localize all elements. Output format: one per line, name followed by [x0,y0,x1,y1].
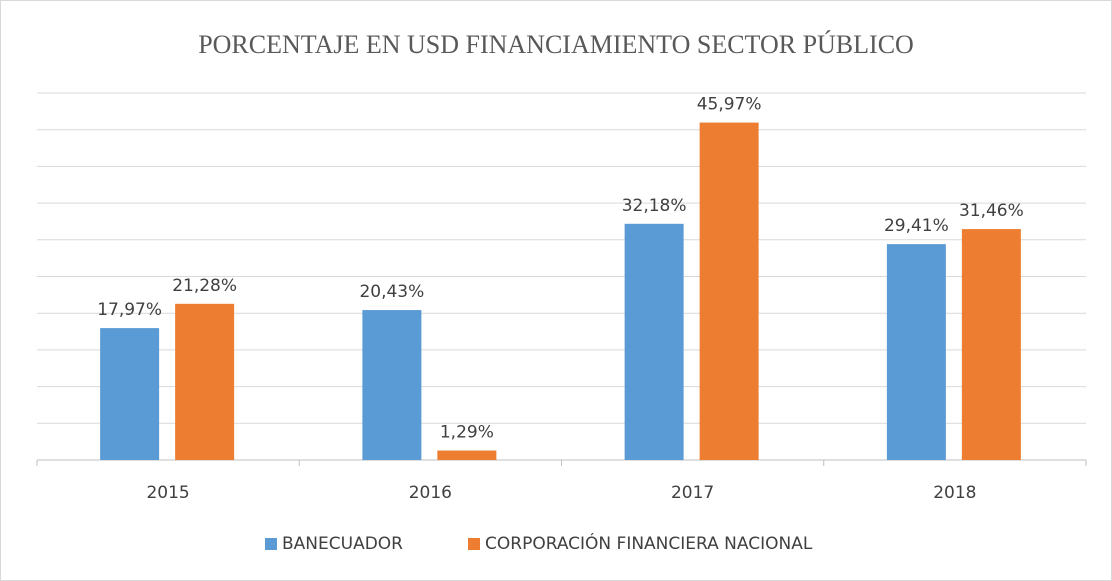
legend-swatch [468,538,480,550]
x-tick-label: 2017 [671,483,714,503]
bar [961,229,1021,460]
legend-label: CORPORACIÓN FINANCIERA NACIONAL [485,532,813,554]
x-tick-label: 2018 [933,483,976,503]
x-tick-label: 2016 [409,483,452,503]
bar [362,310,422,460]
bar [175,303,235,460]
data-label: 21,28% [172,276,237,296]
chart-title: PORCENTAJE EN USD FINANCIAMIENTO SECTOR … [198,30,914,59]
data-label: 1,29% [440,423,494,443]
x-tick-label: 2015 [146,483,189,503]
data-label: 17,97% [97,300,162,320]
data-label: 32,18% [622,196,687,216]
bar [437,450,497,460]
legend-label: BANECUADOR [282,534,403,554]
data-label: 45,97% [697,95,762,115]
data-label: 20,43% [359,282,424,302]
bar [624,223,684,460]
legend-swatch [265,538,277,550]
data-label: 31,46% [959,201,1024,221]
bar [699,122,759,460]
data-label: 29,41% [884,216,949,236]
bar [100,328,160,460]
bar [886,244,946,460]
